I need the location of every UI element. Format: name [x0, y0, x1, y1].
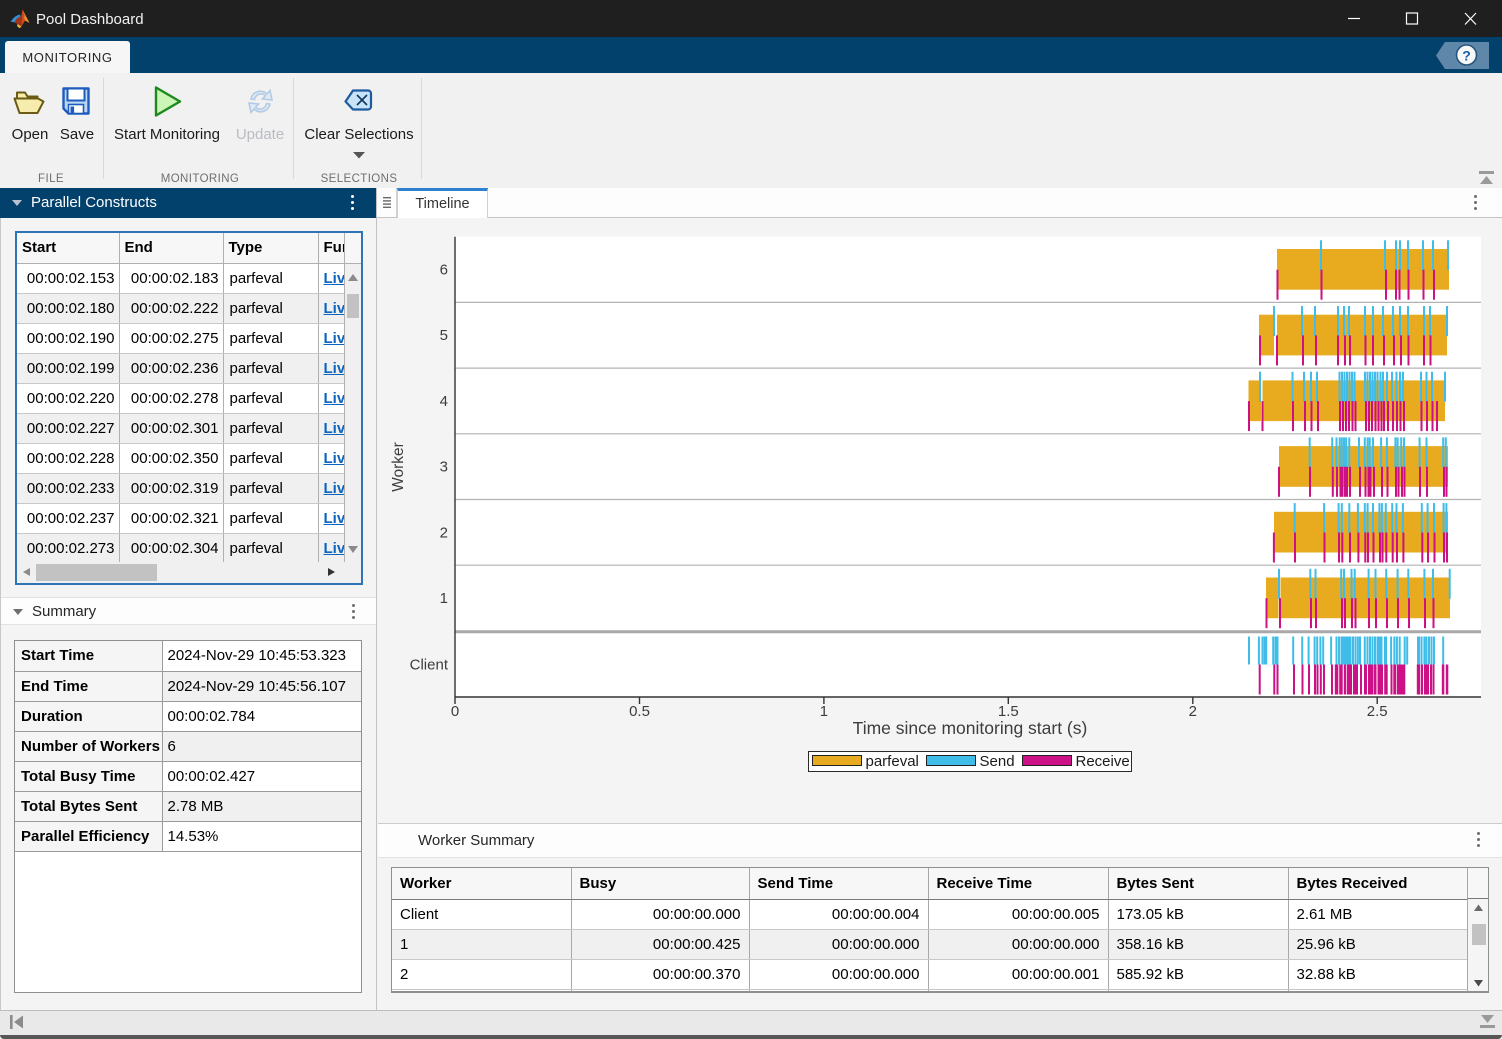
svg-text:?: ?: [1462, 48, 1471, 64]
svg-text:0: 0: [451, 703, 459, 720]
svg-text:2: 2: [1189, 703, 1197, 720]
svg-text:6: 6: [440, 262, 448, 279]
svg-text:1.5: 1.5: [998, 703, 1019, 720]
svg-text:1: 1: [440, 590, 448, 607]
svg-text:2.5: 2.5: [1367, 703, 1388, 720]
svg-text:5: 5: [440, 327, 448, 344]
svg-text:4: 4: [440, 393, 448, 410]
svg-text:2: 2: [440, 524, 448, 541]
svg-text:Client: Client: [410, 657, 449, 674]
svg-text:Time since monitoring start (s: Time since monitoring start (s): [853, 718, 1088, 738]
svg-text:0.5: 0.5: [629, 703, 650, 720]
svg-text:Worker: Worker: [390, 442, 407, 492]
svg-text:1: 1: [820, 703, 828, 720]
svg-text:3: 3: [440, 459, 448, 476]
